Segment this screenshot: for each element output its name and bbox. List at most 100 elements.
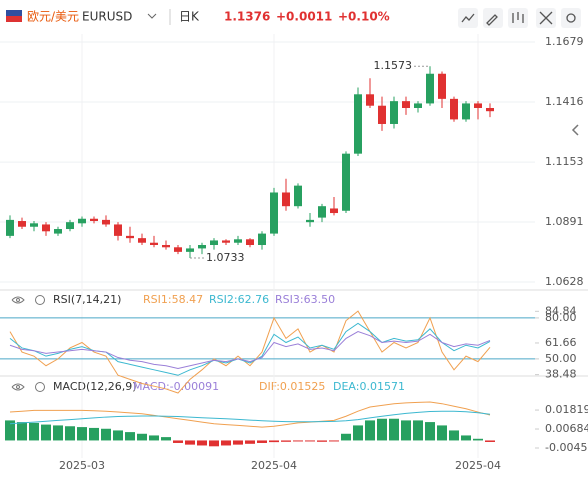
annotation: 1.1573	[374, 59, 413, 72]
candle-body	[210, 240, 218, 246]
macd-bar	[341, 433, 351, 441]
candle-body	[6, 219, 14, 236]
macd-bar	[377, 418, 387, 441]
candle-body	[126, 235, 134, 239]
candle-body	[378, 105, 386, 124]
candle-body	[246, 239, 254, 246]
legend-entry: RSI3:63.50	[275, 293, 335, 306]
macd-bar	[353, 425, 363, 441]
period[interactable]: 日K	[179, 10, 200, 24]
macd-bar	[113, 430, 123, 441]
y-tick-label: -0.00451	[545, 441, 588, 454]
macd-bar	[269, 440, 279, 443]
macd-bar	[149, 435, 159, 441]
candle-body	[162, 245, 170, 248]
macd-bar	[413, 420, 423, 441]
macd-bar	[257, 440, 267, 443]
legend-entry: DIF:0.01525	[259, 380, 325, 393]
candle-body	[18, 221, 26, 227]
candle-body	[318, 206, 326, 218]
candle-body	[114, 224, 122, 236]
macd-bar	[185, 440, 195, 445]
candle-body	[234, 239, 242, 243]
y-tick-label: 1.1416	[545, 95, 584, 108]
change: +0.0011	[276, 10, 332, 24]
legend-entry: RSI2:62.76	[209, 293, 269, 306]
candle-body	[342, 153, 350, 211]
toolbar-icons	[461, 11, 576, 26]
indicator-line	[9, 401, 491, 428]
macd-bar	[437, 425, 447, 441]
price: 1.1376	[224, 10, 270, 24]
legend-entry: MACD:-0.00091	[133, 380, 219, 393]
y-tick-label: 50.00	[545, 352, 577, 365]
candle-body	[462, 103, 470, 120]
candle-body	[474, 103, 482, 108]
macd-bar	[233, 440, 243, 445]
x-tick-label: 2025-04	[455, 459, 501, 472]
legend-entry: DEA:0.01571	[333, 380, 405, 393]
indicator-line	[9, 331, 491, 369]
candle-body	[42, 224, 50, 232]
candle-body	[450, 98, 458, 120]
annotation: 1.0733	[206, 251, 245, 264]
macd-bar	[29, 422, 39, 441]
y-tick-label: 38.48	[545, 368, 577, 381]
flag-icon	[6, 10, 22, 22]
macd-bar	[245, 440, 255, 444]
change-pct: +0.10%	[338, 10, 390, 24]
macd-bar	[65, 426, 75, 441]
macd-bar	[401, 420, 411, 441]
macd-bar	[161, 437, 171, 441]
rsi-icons[interactable]	[11, 295, 45, 305]
candle-body	[414, 103, 422, 108]
macd-bar	[197, 440, 207, 446]
dropdown-arrow[interactable]	[147, 13, 157, 19]
y-tick-label: 0.00684	[545, 422, 588, 435]
macd-icons[interactable]	[11, 382, 45, 392]
symbol[interactable]: EURUSD	[82, 10, 132, 24]
macd-bar	[125, 432, 135, 441]
macd-bar	[317, 440, 327, 442]
y-tick-label: 1.0628	[545, 275, 584, 288]
candle-body	[354, 94, 362, 154]
candle-body	[258, 233, 266, 246]
rsi-title: RSI(7,14,21)	[53, 293, 121, 306]
legend-entry: RSI1:58.47	[143, 293, 203, 306]
candle-body	[330, 208, 338, 214]
candle-body	[294, 185, 302, 207]
candle-body	[66, 222, 74, 230]
candle-body	[222, 240, 230, 243]
macd-bar	[77, 427, 87, 441]
macd-bar	[485, 440, 495, 442]
macd-bar	[293, 440, 303, 442]
y-tick-label: 1.0891	[545, 215, 584, 228]
y-tick-label: 61.66	[545, 336, 577, 349]
candle-body	[150, 242, 158, 246]
candle-body	[270, 192, 278, 234]
pair-name: 欧元/美元	[27, 10, 79, 24]
y-tick-label: 0.01819	[545, 403, 588, 416]
settings-button[interactable]	[561, 8, 581, 28]
collapse-arrow[interactable]	[571, 124, 579, 136]
macd-bar	[305, 440, 315, 442]
draw-button[interactable]	[483, 8, 503, 28]
macd-bar	[461, 435, 471, 441]
macd-bar	[221, 440, 231, 446]
candle-body	[138, 238, 146, 243]
candle-body	[306, 219, 314, 223]
y-tick-label: 80.00	[545, 311, 577, 324]
candle-body	[402, 101, 410, 108]
macd-bar	[5, 420, 15, 441]
candle-body	[54, 229, 62, 234]
indicator-button[interactable]	[458, 8, 478, 28]
candle-body	[426, 73, 434, 104]
indicator-line	[9, 322, 491, 376]
indicator-line	[9, 410, 491, 425]
macd-bar	[137, 433, 147, 441]
macd-bar	[53, 425, 63, 441]
macd-bar	[173, 440, 183, 443]
macd-bar	[329, 440, 339, 442]
y-tick-label: 84.84	[545, 304, 577, 317]
